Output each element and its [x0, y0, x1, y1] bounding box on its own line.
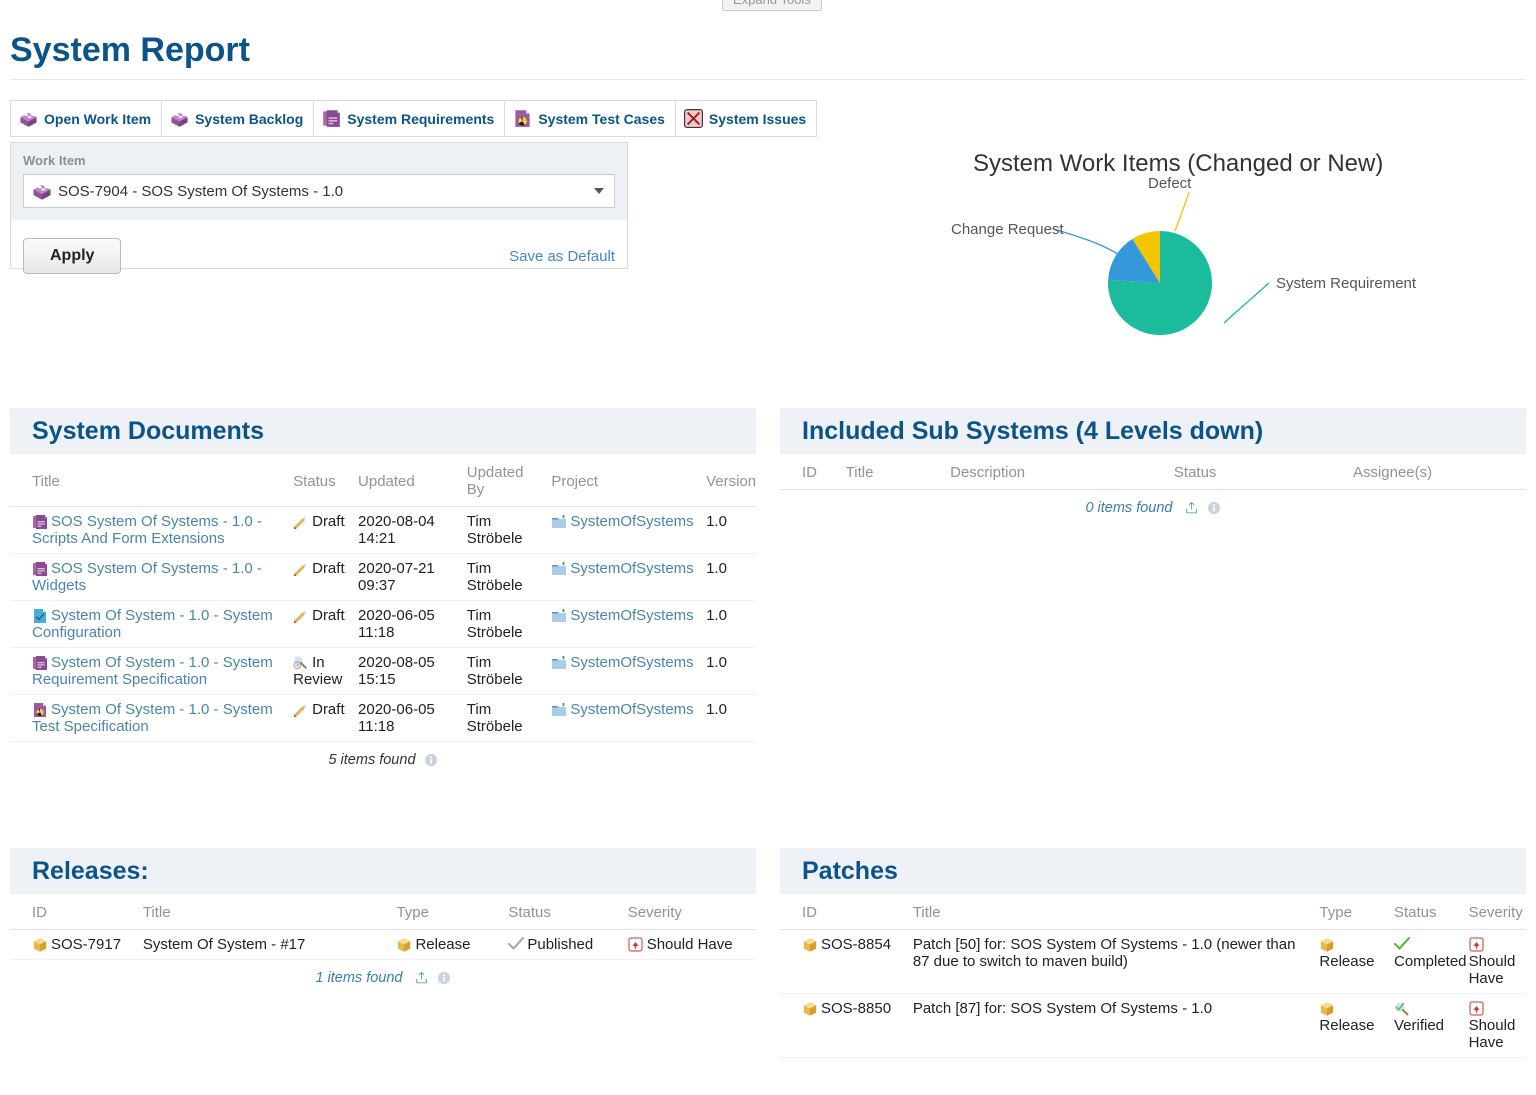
svg-text:System Requirement: System Requirement — [1276, 275, 1417, 292]
svg-text:Change Request: Change Request — [951, 221, 1064, 238]
